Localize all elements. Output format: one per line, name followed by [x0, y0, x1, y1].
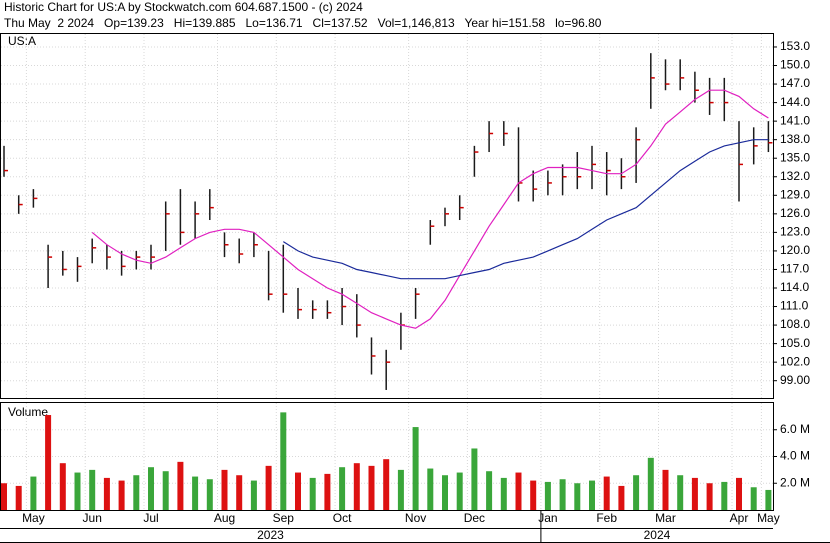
y-tick-label: 132.0 [780, 169, 810, 183]
volume-bar [691, 477, 698, 510]
year-label: 2024 [644, 528, 671, 542]
x-tick-label: Feb [596, 511, 617, 525]
volume-bar [192, 476, 199, 510]
chart-title: Historic Chart for US:A by Stockwatch.co… [4, 0, 363, 14]
volume-bar [280, 412, 287, 510]
y-tick-label: 129.0 [780, 187, 810, 201]
volume-bar [486, 471, 493, 510]
x-tick-label: May [22, 511, 45, 525]
volume-bar [706, 483, 713, 510]
volume-bar [442, 475, 448, 510]
x-tick-label: Jul [143, 511, 158, 525]
x-tick-label: Nov [405, 511, 426, 525]
volume-bar [162, 471, 169, 510]
volume-bar [574, 483, 581, 510]
volume-bar [662, 469, 669, 510]
volume-bar [148, 467, 154, 510]
x-tick-label: May [757, 511, 780, 525]
volume-bar [221, 469, 228, 510]
volume-bar [324, 473, 331, 510]
volume-bar [589, 480, 595, 510]
y-tick-label: 108.0 [780, 317, 810, 331]
volume-bar [412, 427, 419, 510]
volume-bar [383, 459, 390, 510]
volume-bar [339, 467, 346, 510]
volume-bar [177, 461, 184, 510]
volume-bar [309, 477, 316, 510]
volume-bar [397, 469, 404, 510]
volume-bar [471, 448, 478, 510]
volume-bar [236, 475, 243, 510]
volume-bar [633, 475, 640, 510]
volume-bar [15, 485, 22, 510]
y-tick-label: 153.0 [780, 39, 810, 53]
price-panel [0, 33, 774, 399]
volume-bar [368, 465, 375, 510]
volume-bar [750, 487, 757, 510]
x-tick-label: Jun [83, 511, 102, 525]
y-tick-label: 114.0 [780, 280, 809, 294]
volume-bar [427, 468, 434, 510]
y-tick-label: 147.0 [780, 76, 810, 90]
volume-bar [89, 469, 96, 510]
y-tick-label: 2.0 M [780, 475, 810, 489]
volume-label: Volume [8, 405, 48, 419]
volume-bar [118, 480, 125, 510]
volume-bar [530, 480, 537, 510]
volume-bar [59, 463, 66, 510]
y-tick-label: 144.0 [780, 95, 810, 109]
x-tick-label: Dec [464, 511, 485, 525]
volume-bar [736, 477, 742, 510]
volume-bar [206, 479, 213, 510]
x-tick-label: Mar [655, 511, 676, 525]
volume-bar [353, 463, 360, 510]
volume-bar [500, 477, 507, 510]
y-tick-label: 99.00 [780, 373, 810, 387]
volume-bar [618, 485, 625, 510]
y-tick-label: 123.0 [780, 225, 810, 239]
symbol-label: US:A [8, 34, 36, 48]
volume-bar [721, 481, 728, 510]
volume-bar [30, 476, 37, 510]
x-tick-label: Apr [730, 511, 749, 525]
volume-bar [295, 472, 301, 510]
volume-bar [1, 483, 7, 510]
y-tick-label: 138.0 [780, 132, 810, 146]
y-tick-label: 120.0 [780, 243, 810, 257]
y-tick-label: 141.0 [780, 113, 810, 127]
volume-bar [677, 475, 684, 510]
y-tick-label: 135.0 [780, 150, 810, 164]
y-tick-label: 105.0 [780, 336, 810, 350]
volume-bar [265, 465, 272, 510]
volume-bar [250, 480, 257, 510]
y-tick-label: 111.0 [780, 299, 809, 313]
moving-average-line [282, 139, 769, 280]
volume-bar [647, 457, 654, 510]
y-tick-label: 6.0 M [780, 422, 810, 436]
moving-average-line [91, 89, 769, 329]
x-tick-label: Oct [333, 511, 352, 525]
volume-bar [544, 481, 551, 510]
volume-bar [456, 472, 463, 510]
y-tick-label: 150.0 [780, 58, 810, 72]
year-label: 2023 [257, 528, 284, 542]
y-tick-label: 117.0 [780, 262, 809, 276]
y-tick-label: 126.0 [780, 206, 810, 220]
volume-bar [103, 477, 110, 510]
volume-bar [765, 489, 772, 510]
volume-bar [603, 476, 610, 510]
volume-bar [45, 415, 52, 510]
x-tick-label: Jan [538, 511, 557, 525]
y-tick-label: 102.0 [780, 354, 810, 368]
volume-bar [559, 479, 566, 510]
x-tick-label: Sep [273, 511, 295, 525]
y-tick-label: 4.0 M [780, 449, 810, 463]
volume-bar [515, 472, 522, 510]
volume-bar [133, 475, 140, 510]
x-tick-label: Aug [214, 511, 235, 525]
volume-bar [74, 472, 81, 510]
chart-subtitle: Thu May 2 2024 Op=139.23 Hi=139.885 Lo=1… [4, 16, 602, 30]
